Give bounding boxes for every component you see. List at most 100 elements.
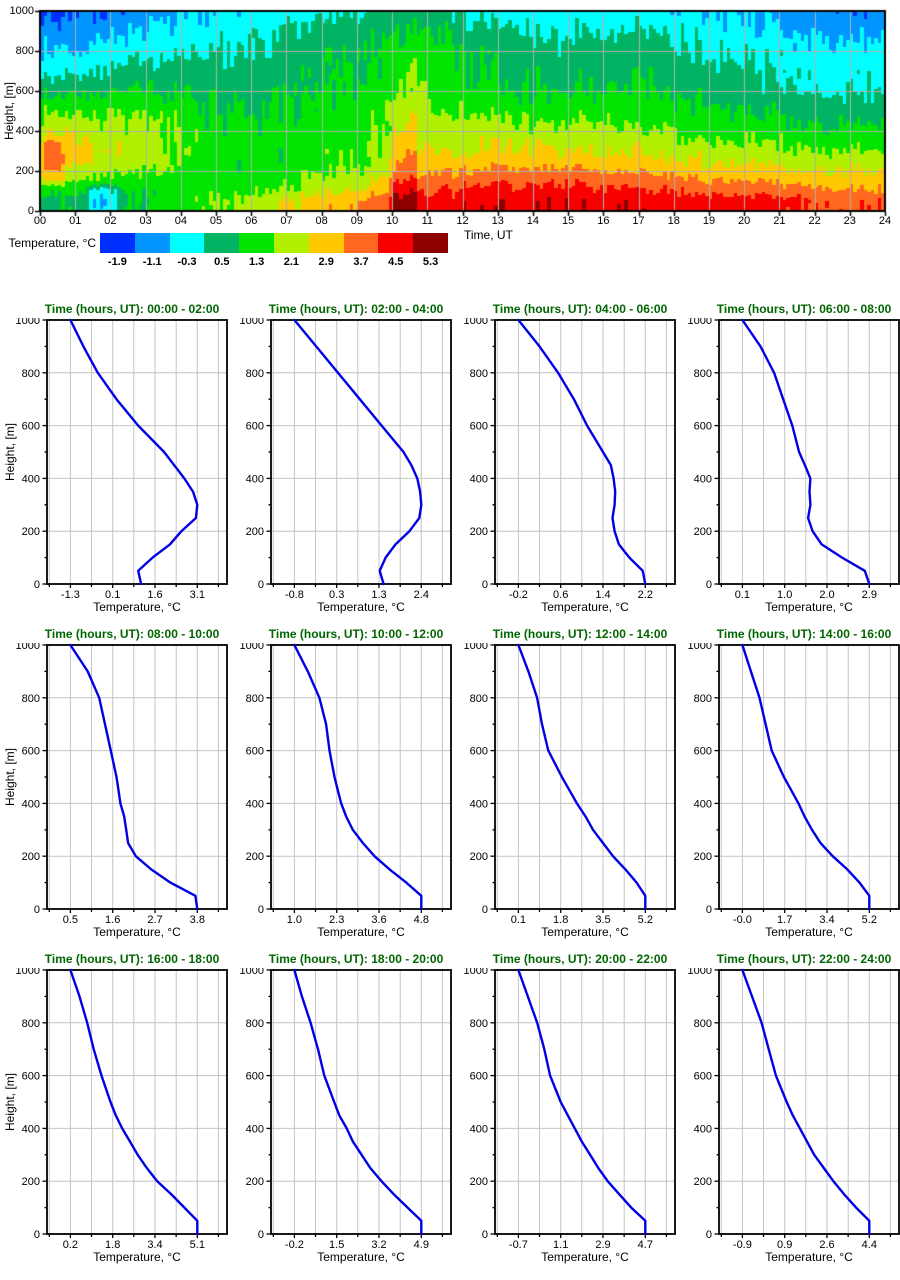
x-tick-label: 4.4: [862, 1239, 877, 1251]
x-tick-label: 23: [843, 215, 856, 227]
y-tick-label: 800: [694, 368, 712, 380]
subplot-title: Time (hours, UT): 02:00 - 04:00: [268, 302, 444, 316]
x-tick-label: 16: [597, 215, 610, 227]
x-tick-label: 07: [280, 215, 293, 227]
y-tick-label: 600: [694, 421, 712, 433]
x-tick-label: 17: [632, 215, 645, 227]
y-tick-label: 800: [470, 693, 488, 705]
x-tick-label: -0.0: [733, 914, 752, 926]
profile-subplot-18-20: Time (hours, UT): 18:00 - 20:00 -0.2 1.5 3…: [231, 952, 455, 1268]
y-tick-label: 0: [706, 579, 712, 591]
y-tick-label: 400: [694, 1123, 712, 1135]
colorbar: [100, 233, 448, 253]
y-tick-label: 1000: [16, 968, 40, 977]
y-tick-label: 200: [246, 851, 264, 863]
profile-plot: -0.0 1.7 3.4 5.2 0 200 400 600 800 1000: [688, 643, 900, 926]
x-tick-label: 1.4: [595, 589, 610, 601]
x-tick-label: 03: [139, 215, 152, 227]
subplot-title: Time (hours, UT): 10:00 - 12:00: [268, 627, 444, 641]
y-tick-label: 200: [470, 526, 488, 538]
y-tick-label: 600: [15, 85, 34, 97]
x-tick-label: 05: [209, 215, 223, 227]
subplot-title: Time (hours, UT): 08:00 - 10:00: [44, 627, 220, 641]
profile-subplot-20-22: Time (hours, UT): 20:00 - 22:00 -0.7 1.1 2…: [455, 952, 679, 1268]
x-tick-label: 09: [350, 215, 363, 227]
x-tick-label: -0.7: [509, 1239, 528, 1251]
y-tick-label: 400: [15, 125, 34, 137]
y-tick-label: 800: [22, 693, 40, 705]
y-tick-label: 1000: [16, 318, 40, 327]
subplot-x-axis-label: Temperature, °C: [541, 925, 629, 939]
subplot-title: Time (hours, UT): 20:00 - 22:00: [492, 952, 668, 966]
x-tick-label: 14: [526, 215, 540, 227]
subplot-x-axis-label: Temperature, °C: [765, 925, 853, 939]
x-tick-label: 1.1: [553, 1239, 568, 1251]
y-tick-label: 200: [470, 1176, 488, 1188]
x-tick-label: 2.0: [819, 589, 834, 601]
x-tick-label: 3.6: [371, 914, 386, 926]
y-tick-label: 600: [22, 746, 40, 758]
subplot-x-axis-label: Temperature, °C: [317, 925, 405, 939]
y-tick-label: 600: [470, 421, 488, 433]
colorbar-swatch: [308, 233, 344, 253]
subplot-title: Time (hours, UT): 14:00 - 16:00: [716, 627, 892, 641]
y-tick-label: 400: [694, 798, 712, 810]
x-tick-label: 18: [667, 215, 680, 227]
x-tick-label: 1.0: [777, 589, 792, 601]
x-tick-label: -1.3: [61, 589, 80, 601]
subplot-title: Time (hours, UT): 12:00 - 14:00: [492, 627, 668, 641]
colorbar-tick-label: -1.1: [142, 256, 162, 268]
x-tick-label: 11: [421, 215, 433, 227]
colorbar-swatch: [134, 233, 170, 253]
y-tick-label: 200: [694, 1176, 712, 1188]
y-tick-label: 0: [258, 1229, 264, 1241]
y-tick-label: 600: [246, 1071, 264, 1083]
y-tick-label: 800: [246, 693, 264, 705]
profile-plot: -0.9 0.9 2.6 4.4 0 200 400 600 800 1000: [688, 968, 900, 1251]
x-tick-label: 06: [245, 215, 258, 227]
y-tick-label: 800: [694, 693, 712, 705]
y-tick-label: 600: [694, 746, 712, 758]
colorbar-tick-label: 0.5: [214, 256, 230, 268]
x-tick-label: 3.4: [819, 914, 834, 926]
subplot-title: Time (hours, UT): 00:00 - 02:00: [44, 302, 220, 316]
colorbar-tick-label: -0.3: [177, 256, 197, 268]
x-tick-label: 22: [808, 215, 821, 227]
profile-plot: -0.2 0.6 1.4 2.2 0 200 400 600 800 1000: [464, 318, 676, 601]
colorbar-tick-label: 2.1: [283, 256, 300, 268]
x-tick-label: 00: [33, 215, 47, 227]
y-tick-label: 0: [27, 205, 34, 217]
subplot-x-axis-label: Temperature, °C: [765, 1250, 853, 1264]
x-tick-label: 1.0: [287, 914, 302, 926]
x-tick-label: 1.7: [777, 914, 792, 926]
y-tick-label: 600: [470, 746, 488, 758]
x-tick-label: 13: [491, 215, 504, 227]
y-tick-label: 400: [470, 473, 488, 485]
y-tick-label: 800: [470, 1018, 488, 1030]
x-tick-label: 2.9: [862, 589, 877, 601]
x-tick-label: 3.2: [371, 1239, 386, 1251]
x-tick-label: 0.1: [105, 589, 120, 601]
subplot-title: Time (hours, UT): 22:00 - 24:00: [716, 952, 892, 966]
y-tick-label: 0: [482, 579, 488, 591]
profile-subplot-22-24: Time (hours, UT): 22:00 - 24:00 -0.9 0.9 2…: [679, 952, 900, 1268]
y-tick-label: 1000: [240, 968, 264, 977]
x-tick-label: 3.5: [595, 914, 610, 926]
profile-plot: -0.2 1.5 3.2 4.9 0 200 400 600 800 1000: [240, 968, 452, 1251]
subplot-x-axis-label: Temperature, °C: [765, 600, 853, 614]
subplot-x-axis-label: Temperature, °C: [317, 600, 405, 614]
colorbar-swatch: [100, 233, 135, 253]
y-tick-label: 200: [22, 526, 40, 538]
profile-plot: 0.5 1.6 2.7 3.8 0 200 400 600 800 1000: [16, 643, 228, 926]
x-tick-label: 15: [562, 215, 575, 227]
y-tick-label: 0: [258, 904, 264, 916]
x-tick-label: 08: [315, 215, 328, 227]
y-tick-label: 1000: [9, 5, 34, 17]
x-tick-label: 0.1: [735, 589, 750, 601]
y-tick-label: 600: [22, 1071, 40, 1083]
y-tick-label: 600: [246, 421, 264, 433]
colorbar-swatch: [204, 233, 240, 253]
x-tick-label: 0.3: [329, 589, 344, 601]
y-tick-label: 200: [694, 851, 712, 863]
